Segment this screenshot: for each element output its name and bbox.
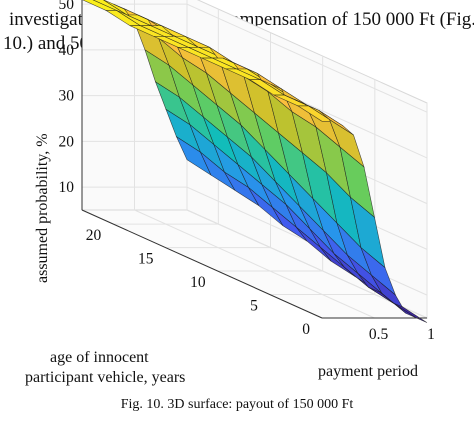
axes-lines [81,0,427,319]
age-tick-label: 15 [138,251,154,268]
period-tick-label: 0.5 [369,326,389,343]
age-tick-label: 0 [302,321,310,338]
period-floor-gridline [186,209,428,319]
z-tick-label: 10 [59,179,75,196]
period-floor-gridline [134,209,375,319]
age-tick-label: 5 [250,298,258,315]
z-tick-label: 40 [59,42,75,59]
x-axis-label-line-1: age of innocent [50,349,149,366]
age-tick-label: 20 [86,227,102,244]
z-tick-label: 20 [59,133,75,150]
z-tick-label: 50 [59,0,75,13]
figure-caption: Fig. 10. 3D surface: payout of 150 000 F… [120,397,354,412]
z-axis-label: assumed probability, % [34,133,51,283]
age-tick-label: 10 [190,274,206,291]
x-axis-label-line-2: participant vehicle, years [25,369,185,386]
surface-mesh [82,0,428,323]
age-axis-line [81,209,323,319]
z-tick-label: 30 [59,88,75,105]
y-axis-label: payment period [318,363,418,380]
period-tick-label: 1 [427,326,435,343]
